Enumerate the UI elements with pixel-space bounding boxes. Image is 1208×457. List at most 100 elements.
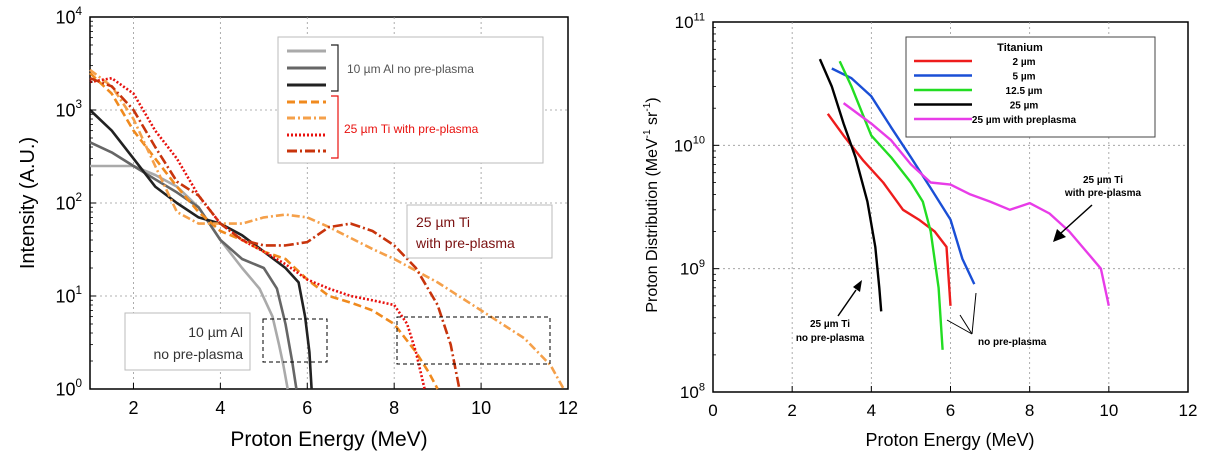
y-tick-exponent: 11 (694, 11, 705, 23)
right-ylabel-end: ) (644, 97, 661, 102)
right-legend-box (905, 36, 1156, 138)
y-tick-label: 104 (55, 5, 82, 27)
legend-bracket-al (331, 44, 339, 92)
right-legend-label-3: 25 µm (1010, 101, 1039, 112)
right-ylabel-sup2: -1 (642, 102, 653, 111)
right-legend: Titanium 2 µm 5 µm 12.5 µm 25 µm 25 µm with … (905, 36, 1156, 138)
right-legend-label-4: 25 µm with preplasma (972, 115, 1077, 126)
x-tick-label: 4 (215, 398, 225, 418)
legend-label-al: 10 µm Al no pre-plasma (347, 62, 474, 76)
left-al-zoom-box (262, 318, 328, 363)
x-tick-label: 12 (1179, 401, 1198, 420)
ti-annotation-box (406, 204, 553, 259)
x-tick-label: 8 (389, 398, 399, 418)
arrowhead-pre-plasma (1053, 229, 1066, 242)
x-tick-label: 8 (1025, 401, 1034, 420)
al-annotation-line1: 10 µm Al (188, 324, 243, 340)
right-series-layer (818, 58, 1110, 350)
y-tick-exponent: 9 (699, 258, 705, 270)
arrowhead-no-pre-ti (853, 280, 862, 292)
left-x-tick-labels: 2 4 6 8 10 12 (128, 383, 578, 418)
al-annotation-box (124, 312, 251, 371)
right-legend-label-0: 2 µm (1013, 57, 1036, 68)
right-x-tick-labels: 0 2 4 6 8 10 12 (708, 386, 1197, 420)
y-tick-base: 10 (55, 193, 75, 213)
right-ylabel-main: Proton Distribution (MeV (644, 138, 661, 313)
left-ti-zoom-box (396, 316, 551, 365)
right-legend-label-1: 5 µm (1013, 72, 1036, 83)
series-line-4 (842, 102, 1110, 307)
x-tick-label: 6 (302, 398, 312, 418)
left-y-axis-label: Intensity (A.U.) (17, 137, 39, 269)
y-tick-base: 10 (55, 7, 75, 27)
y-tick-base: 10 (680, 383, 699, 402)
y-tick-base: 10 (55, 286, 75, 306)
left-legend: 10 µm Al no pre-plasma 25 µm Ti with pre… (277, 36, 544, 164)
series-line-5 (89, 76, 426, 390)
y-tick-label: 109 (680, 258, 705, 279)
arrow-no-pre-3 (971, 292, 977, 335)
right-annot-no-pre: no pre-plasma (978, 337, 1047, 348)
y-tick-exponent: 10 (693, 135, 705, 147)
y-tick-exponent: 3 (75, 98, 82, 111)
x-tick-label: 2 (128, 398, 138, 418)
y-tick-exponent: 2 (75, 191, 82, 204)
series-line-4 (89, 68, 565, 390)
y-tick-base: 10 (674, 136, 693, 155)
y-tick-exponent: 4 (75, 5, 82, 18)
ti-annotation-line2: with pre-plasma (415, 235, 515, 251)
y-tick-label: 101 (55, 284, 82, 306)
y-tick-exponent: 8 (699, 381, 705, 393)
x-tick-label: 12 (558, 398, 578, 418)
y-tick-label: 100 (55, 377, 82, 399)
left-legend-box (277, 36, 544, 164)
right-annot-pre-line2: with pre-plasma (1064, 188, 1142, 199)
legend-bracket-ti (331, 95, 339, 159)
right-annot-pre-line1: 25 µm Ti (1083, 175, 1123, 186)
series-line-3 (818, 58, 883, 312)
al-annotation-line2: no pre-plasma (154, 346, 244, 362)
y-tick-base: 10 (55, 379, 75, 399)
left-x-axis-label: Proton Energy (MeV) (230, 428, 427, 451)
x-tick-label: 4 (867, 401, 876, 420)
right-legend-items: 2 µm 5 µm 12.5 µm 25 µm 25 µm with preplasma (914, 57, 1076, 126)
series-line-6 (89, 76, 461, 390)
right-annot-no-line1: 25 µm Ti (810, 319, 850, 330)
x-tick-label: 2 (787, 401, 796, 420)
series-line-3 (89, 72, 439, 390)
y-tick-base: 10 (680, 260, 699, 279)
y-tick-label: 1010 (674, 135, 705, 156)
right-x-axis-label: Proton Energy (MeV) (865, 430, 1034, 450)
y-tick-base: 10 (55, 100, 75, 120)
series-line-2 (838, 60, 944, 350)
y-tick-label: 108 (680, 381, 705, 402)
arrow-no-pre-2 (959, 314, 973, 335)
right-legend-label-2: 12.5 µm (1006, 86, 1043, 97)
x-tick-label: 10 (1099, 401, 1118, 420)
series-line-1 (89, 141, 298, 390)
left-series-layer (89, 68, 565, 390)
arrow-pre-plasma (1060, 204, 1093, 234)
ti-annotation-line1: 25 µm Ti (416, 214, 470, 230)
arrow-no-pre-1 (946, 319, 973, 335)
right-legend-title: Titanium (997, 42, 1043, 54)
y-tick-exponent: 0 (75, 377, 82, 390)
right-annot-no-line2: no pre-plasma (796, 333, 865, 344)
legend-label-ti: 25 µm Ti with pre-plasma (344, 122, 479, 136)
right-ylabel-mid: sr (644, 111, 661, 129)
x-tick-label: 6 (946, 401, 955, 420)
arrow-no-pre-ti (837, 289, 857, 317)
y-tick-label: 102 (55, 191, 82, 213)
right-ylabel-sup1: -1 (642, 129, 653, 138)
y-tick-label: 103 (55, 98, 82, 120)
series-line-1 (831, 67, 976, 285)
y-tick-exponent: 1 (75, 284, 82, 297)
y-tick-base: 10 (675, 13, 694, 32)
x-tick-label: 10 (471, 398, 491, 418)
y-tick-label: 1011 (675, 11, 705, 32)
